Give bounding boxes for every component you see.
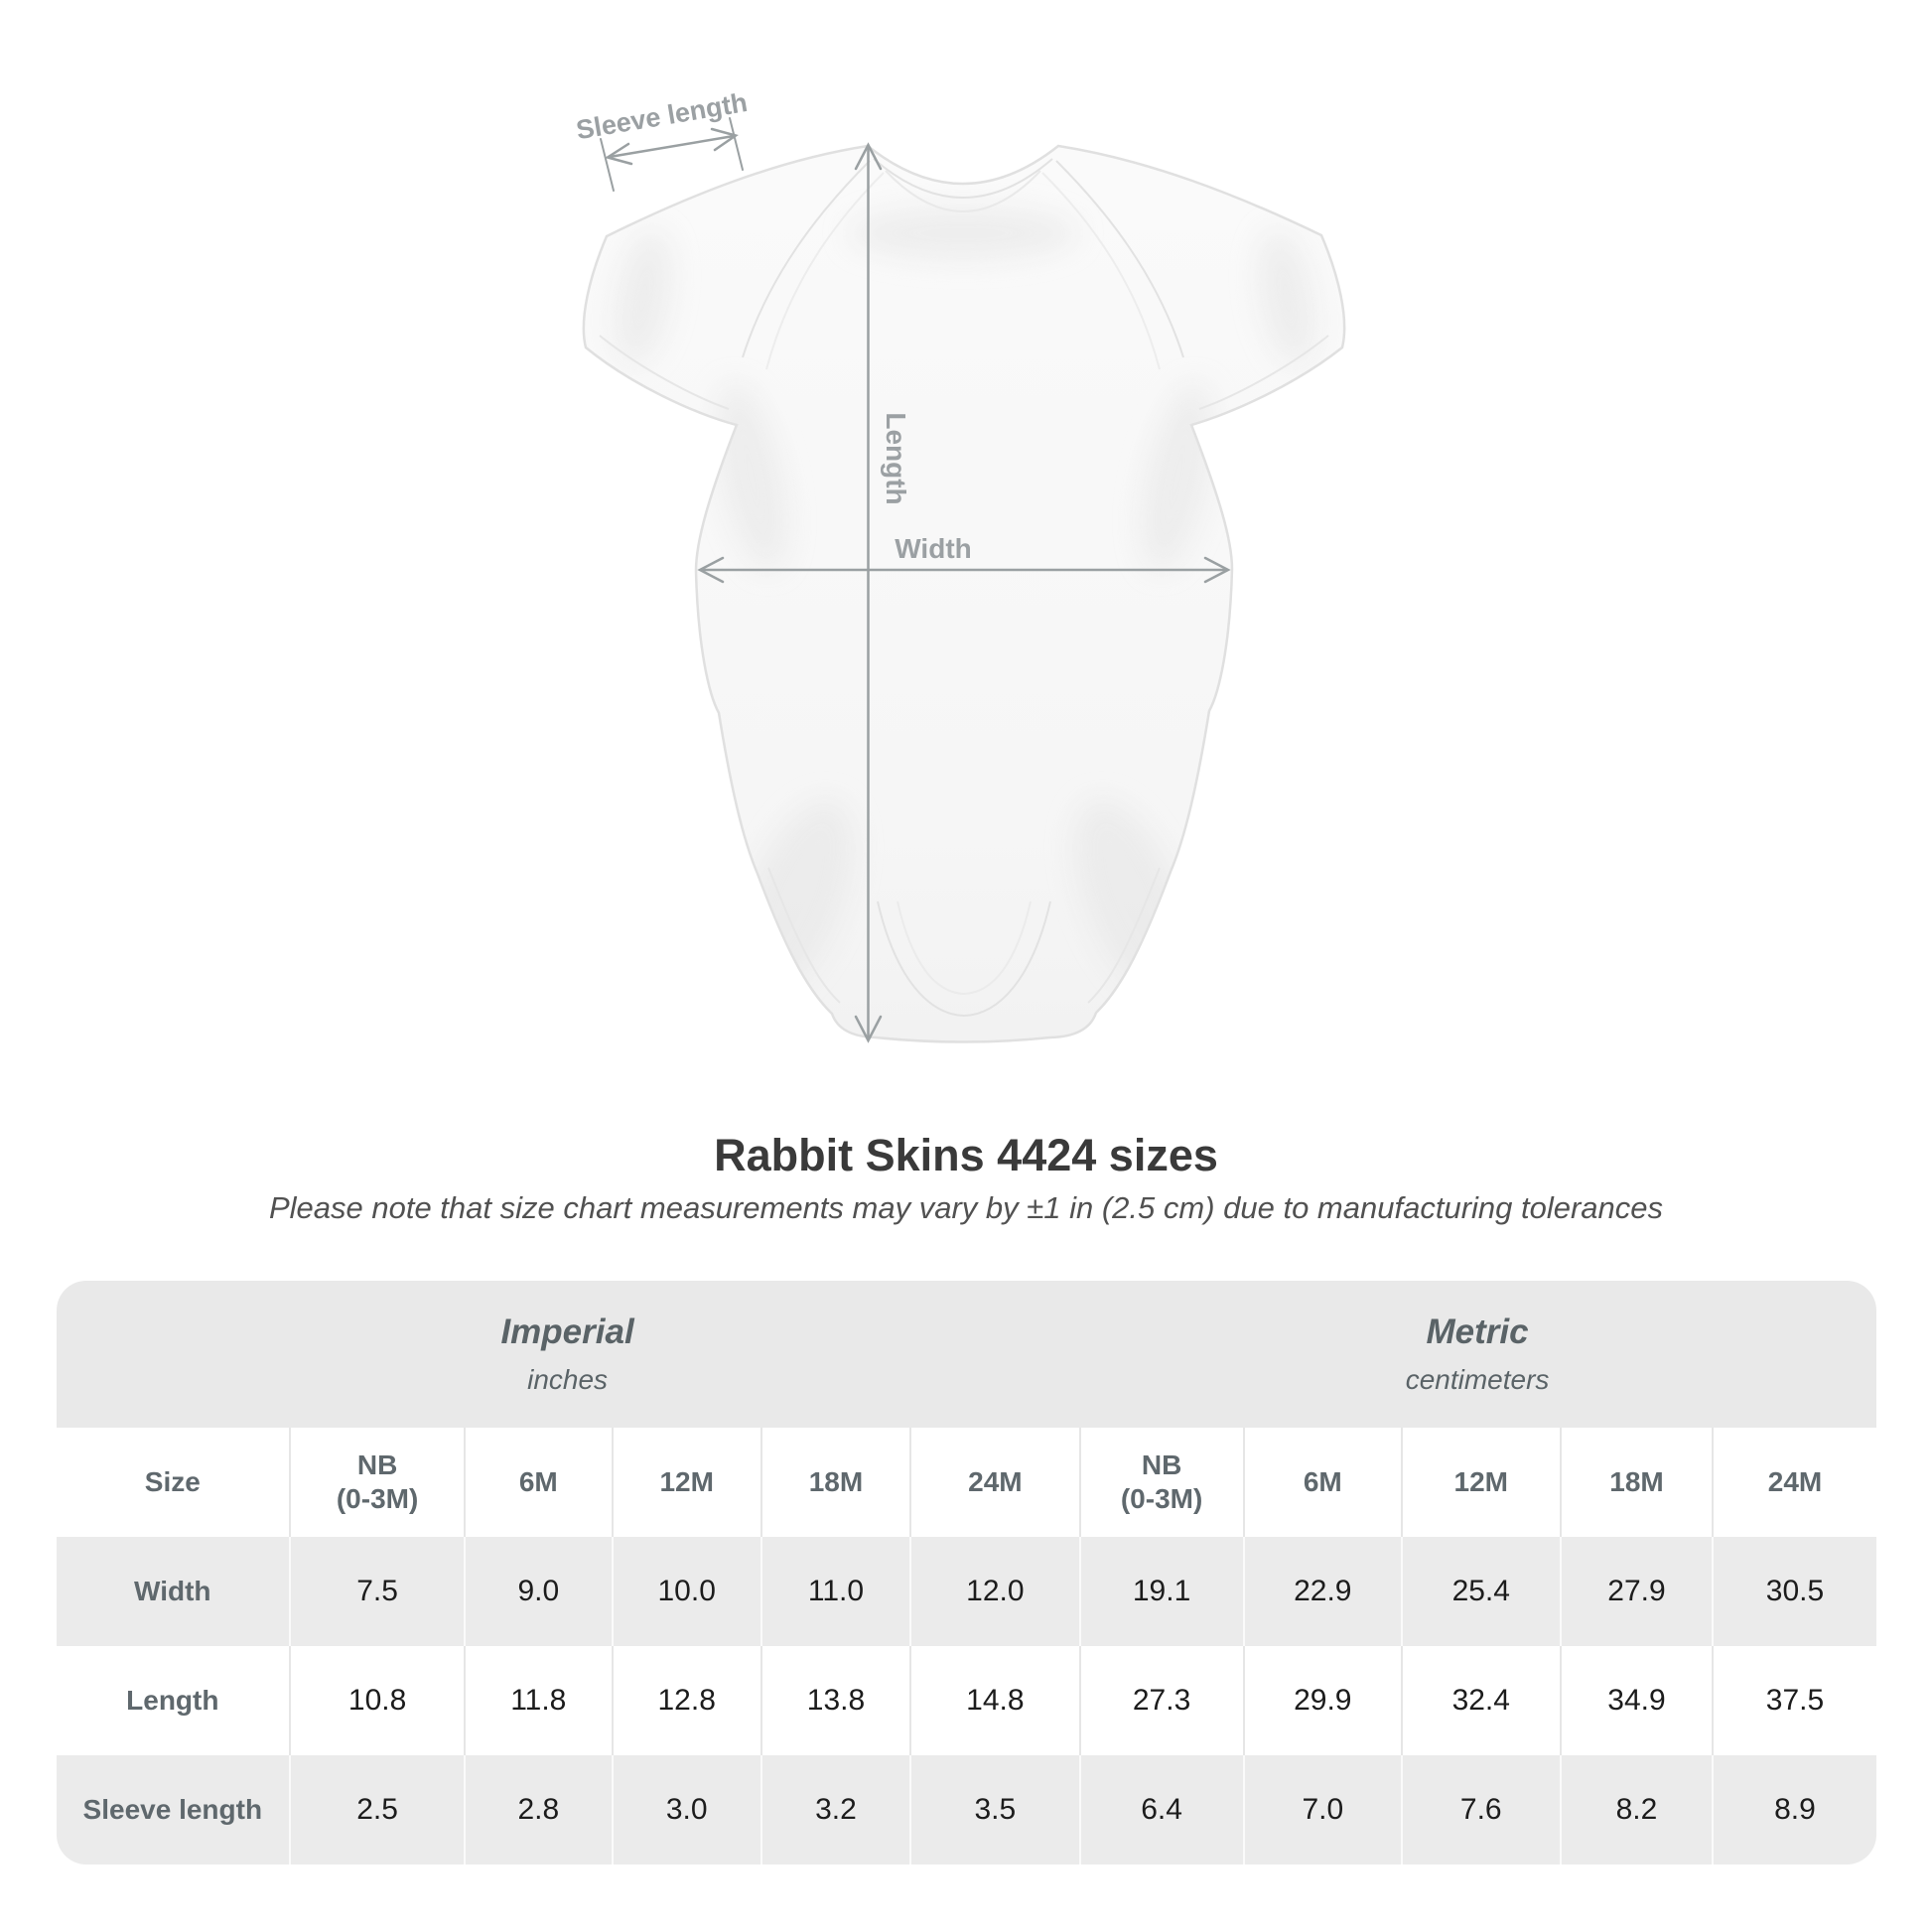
imperial-heading: Imperial [500,1312,634,1351]
column-header: 24M [1712,1428,1875,1537]
length-dimension-line [854,142,883,1043]
table-cell: 32.4 [1401,1646,1559,1755]
table-cell: 22.9 [1242,1537,1401,1646]
table-cell: 12.8 [611,1646,760,1755]
table-cell: 3.2 [759,1755,909,1864]
table-header-row: Size NB (0-3M) 6M 12M 18M 24M NB (0-3M) … [56,1428,1876,1537]
column-header: 12M [1401,1428,1559,1537]
table-cell: 27.3 [1078,1646,1243,1755]
width-dimension-line [697,556,1231,584]
width-label: Width [895,533,972,564]
table-cell: 25.4 [1401,1537,1559,1646]
page-title: Rabbit Skins 4424 sizes [714,1130,1218,1180]
table-row: Sleeve length 2.5 2.8 3.0 3.2 3.5 6.4 7.… [56,1755,1876,1864]
column-header: 12M [611,1428,760,1537]
table-cell: 8.9 [1712,1755,1875,1864]
table-cell: 10.0 [611,1537,760,1646]
table-cell: 7.6 [1401,1755,1559,1864]
table-cell: 2.8 [464,1755,611,1864]
table-cell: 37.5 [1712,1646,1875,1755]
imperial-unit: inches [527,1364,609,1395]
row-label: Length [126,1685,219,1716]
tolerance-note: Please note that size chart measurements… [268,1190,1664,1225]
column-header: 24M [909,1428,1078,1537]
table-cell: 7.0 [1242,1755,1401,1864]
table-row: Width 7.5 9.0 10.0 11.0 12.0 19.1 22.9 2… [56,1537,1876,1646]
column-header: 6M [464,1428,611,1537]
table-cell: 27.9 [1559,1537,1713,1646]
column-header: 18M [759,1428,909,1537]
table-cell: 29.9 [1242,1646,1401,1755]
table-cell: 14.8 [909,1646,1078,1755]
measurements-table: Size NB (0-3M) 6M 12M 18M 24M NB (0-3M) … [56,1428,1876,1864]
column-header: NB (0-3M) [289,1428,464,1537]
table-cell: 8.2 [1559,1755,1713,1864]
row-label: Width [134,1576,211,1606]
table-cell: 11.0 [759,1537,909,1646]
sleeve-dimension-line [600,117,744,192]
table-cell: 9.0 [464,1537,611,1646]
onesie-seams [599,158,1329,1018]
column-header: NB (0-3M) [1078,1428,1243,1537]
table-cell: 6.4 [1078,1755,1243,1864]
table-cell: 30.5 [1712,1537,1875,1646]
table-cell: 19.1 [1078,1537,1243,1646]
size-chart-table: Imperial inches Metric centimeters Size … [56,1281,1876,1864]
column-header: 18M [1559,1428,1713,1537]
length-label: Length [881,412,911,504]
row-label: Sleeve length [82,1794,263,1825]
unit-group-imperial: Imperial inches [57,1281,1079,1428]
table-cell: 2.5 [289,1755,464,1864]
table-cell: 3.5 [909,1755,1078,1864]
table-cell: 7.5 [289,1537,464,1646]
table-cell: 3.0 [611,1755,760,1864]
table-cell: 34.9 [1559,1646,1713,1755]
onesie-outline [582,144,1346,1043]
unit-group-metric: Metric centimeters [1079,1281,1876,1428]
column-header: 6M [1242,1428,1401,1537]
table-cell: 11.8 [464,1646,611,1755]
table-cell: 12.0 [909,1537,1078,1646]
table-cell: 13.8 [759,1646,909,1755]
metric-unit: centimeters [1405,1364,1550,1395]
unit-band: Imperial inches Metric centimeters [56,1281,1876,1428]
table-row: Length 10.8 11.8 12.8 13.8 14.8 27.3 29.… [56,1646,1876,1755]
size-column-header: Size [144,1466,201,1497]
metric-heading: Metric [1426,1312,1529,1351]
onesie-size-diagram: Length Width Sleeve length [574,87,1346,1043]
table-cell: 10.8 [289,1646,464,1755]
